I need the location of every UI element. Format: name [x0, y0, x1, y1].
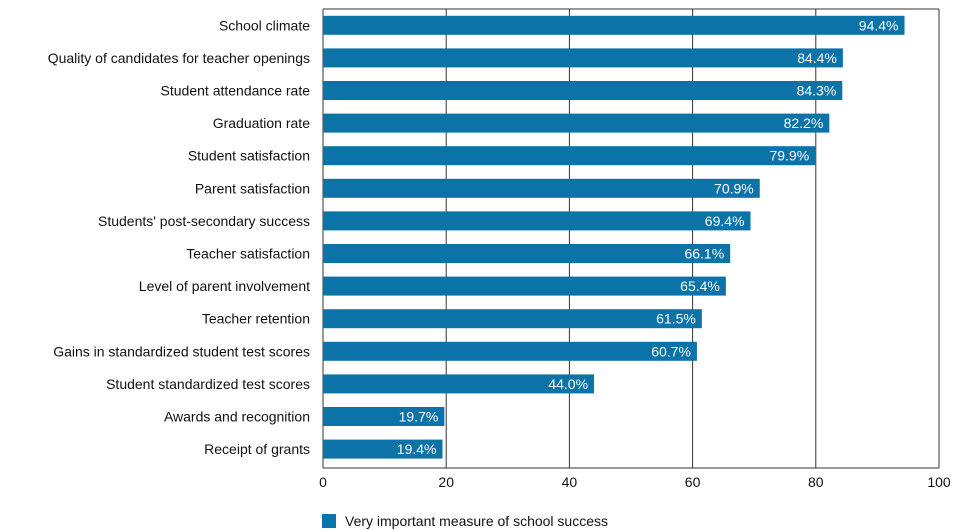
bar-4	[323, 113, 830, 133]
bar-10	[323, 309, 702, 329]
category-label-12: Student standardized test scores	[106, 376, 310, 392]
category-label-7: Students' post-secondary success	[98, 213, 310, 229]
bar-9	[323, 276, 726, 296]
data-label-1: 94.4%	[859, 17, 899, 33]
bar-6	[323, 178, 760, 198]
category-label-5: Student satisfaction	[188, 148, 310, 164]
legend: Very important measure of school success	[322, 513, 608, 529]
bar-1	[323, 15, 905, 35]
data-label-12: 44.0%	[548, 376, 588, 392]
category-label-10: Teacher retention	[202, 311, 310, 327]
data-labels: 94.4% 84.4% 84.3% 82.2% 79.9% 70.9% 69.4% 66.1%…	[397, 17, 899, 457]
bar-3	[323, 81, 843, 100]
data-label-7: 69.4%	[705, 213, 745, 229]
category-label-4: Graduation rate	[213, 115, 310, 131]
data-label-5: 79.9%	[769, 148, 809, 164]
category-label-3: Student attendance rate	[161, 83, 311, 99]
data-label-6: 70.9%	[714, 180, 754, 196]
bar-8	[323, 244, 731, 263]
category-label-11: Gains in standardized student test score…	[53, 343, 310, 359]
legend-swatch	[322, 514, 336, 528]
x-tick-label-0: 0	[319, 474, 327, 490]
category-label-9: Level of parent involvement	[139, 278, 310, 294]
data-label-9: 65.4%	[680, 278, 720, 294]
category-label-6: Parent satisfaction	[195, 180, 310, 196]
x-tick-label-80: 80	[808, 474, 824, 490]
bar-7	[323, 211, 751, 231]
data-label-14: 19.4%	[397, 441, 437, 457]
category-label-2: Quality of candidates for teacher openin…	[48, 50, 310, 66]
x-axis-tick-labels: 0 20 40 60 80 100	[319, 474, 951, 490]
data-label-4: 82.2%	[784, 115, 824, 131]
x-tick-label-40: 40	[562, 474, 578, 490]
data-label-3: 84.3%	[797, 83, 837, 99]
x-tick-label-60: 60	[685, 474, 701, 490]
data-label-10: 61.5%	[656, 311, 696, 327]
grid-lines	[322, 8, 940, 469]
bar-5	[323, 146, 816, 166]
data-label-11: 60.7%	[651, 343, 691, 359]
category-labels: School climate Quality of candidates for …	[48, 17, 310, 457]
bar-11	[323, 341, 697, 361]
category-label-13: Awards and recognition	[164, 409, 310, 425]
bars	[323, 15, 905, 459]
category-label-1: School climate	[219, 17, 310, 33]
bar-14	[323, 439, 443, 459]
legend-label: Very important measure of school success	[345, 513, 609, 529]
category-label-14: Receipt of grants	[204, 441, 310, 457]
bar-12	[323, 374, 595, 394]
category-label-8: Teacher satisfaction	[186, 246, 310, 262]
data-label-2: 84.4%	[797, 50, 837, 66]
data-label-8: 66.1%	[684, 246, 724, 262]
x-tick-label-20: 20	[438, 474, 454, 490]
bar-13	[323, 407, 445, 426]
x-tick-label-100: 100	[927, 474, 951, 490]
data-label-13: 19.7%	[399, 409, 439, 425]
bar-2	[323, 48, 843, 68]
